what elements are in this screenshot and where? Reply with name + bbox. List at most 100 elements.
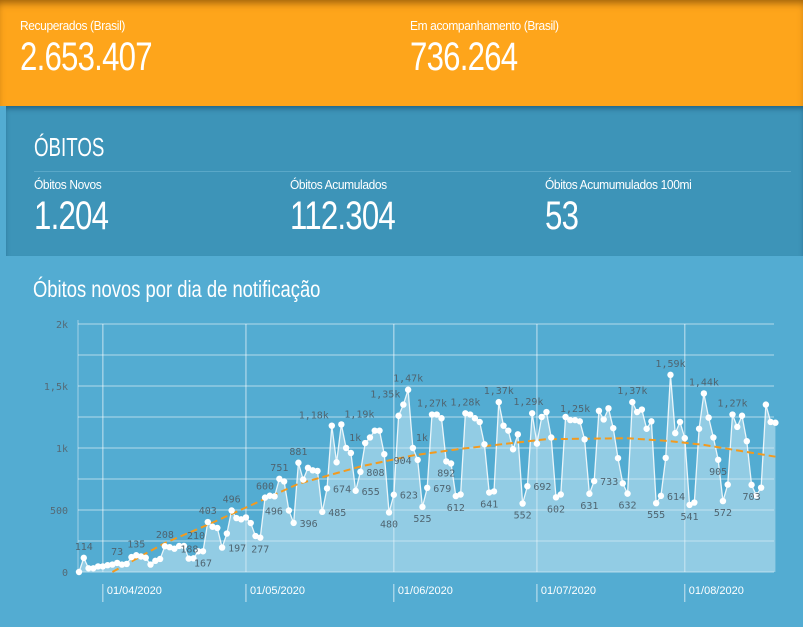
data-point (662, 454, 669, 462)
data-point (424, 484, 431, 492)
data-point (180, 542, 188, 550)
y-tick-label: 1,5k (44, 382, 68, 393)
data-point (443, 458, 450, 465)
data-point (648, 418, 655, 425)
data-label: 751 (270, 463, 288, 474)
data-label: 496 (265, 506, 283, 517)
data-point (218, 544, 226, 551)
data-point (147, 561, 154, 568)
data-point (228, 507, 235, 514)
monitoring-value: 736.264 (410, 35, 518, 79)
cumulative-deaths-label: Óbitos Acumulados (290, 177, 387, 192)
data-point (290, 519, 297, 527)
data-point (75, 568, 83, 576)
recovered-banner: Recuperados (Brasil) 2.653.407 Em acompa… (0, 0, 803, 106)
data-point (500, 422, 507, 429)
data-point (295, 459, 302, 466)
data-label: 403 (199, 506, 217, 517)
x-tick-label: 01/06/2020 (398, 585, 453, 597)
data-point (414, 456, 421, 464)
data-point (624, 490, 631, 497)
data-point (419, 503, 426, 511)
data-point (362, 439, 369, 447)
data-point (495, 398, 502, 406)
data-label: 396 (300, 519, 318, 530)
data-point (552, 494, 560, 501)
data-label: 1,35k (370, 390, 400, 401)
data-label: 733 (600, 477, 618, 488)
data-label: 552 (514, 511, 532, 522)
x-tick-label: 01/05/2020 (250, 585, 305, 597)
data-point (385, 509, 393, 516)
data-point (319, 508, 326, 516)
data-point (471, 415, 479, 422)
data-point (276, 475, 283, 483)
data-point (629, 398, 636, 406)
deaths-per100k-label: Óbitos Acumumulados 100mi (545, 177, 692, 192)
data-label: 114 (75, 542, 93, 553)
data-label: 1,28k (450, 397, 480, 408)
data-label: 1,27k (417, 399, 447, 410)
x-tick-label: 01/04/2020 (107, 585, 162, 597)
data-point (757, 484, 765, 491)
data-label: 197 (228, 544, 246, 555)
y-tick-label: 0 (62, 568, 68, 579)
data-point (185, 555, 192, 562)
data-label: 485 (328, 508, 346, 519)
data-point (509, 446, 517, 453)
data-point (338, 421, 345, 428)
data-point (457, 491, 464, 498)
data-point (447, 460, 455, 467)
chart-title: Óbitos novos por dia de notificação (33, 276, 321, 302)
data-point (242, 514, 250, 521)
data-label: 480 (380, 519, 398, 530)
data-label: 1,18k (299, 411, 329, 422)
data-point (562, 413, 569, 421)
data-point (309, 467, 316, 474)
data-point (223, 530, 231, 537)
data-point (738, 412, 746, 419)
y-tick-label: 1k (56, 444, 68, 455)
data-label: 631 (580, 501, 598, 512)
cumulative-deaths-value: 112.304 (290, 194, 396, 238)
data-point (514, 431, 522, 438)
x-tick-label: 01/07/2020 (541, 585, 596, 597)
data-point (505, 427, 512, 434)
data-point (142, 554, 149, 561)
data-label: 555 (647, 510, 665, 521)
data-point (686, 501, 693, 509)
data-point (614, 454, 622, 462)
data-point (214, 524, 221, 532)
data-point (409, 444, 417, 452)
data-point (342, 444, 350, 452)
data-point (352, 487, 359, 494)
data-point (204, 518, 211, 526)
data-point (94, 563, 102, 570)
data-point (638, 406, 646, 413)
data-label: 525 (413, 514, 431, 525)
data-label: 1,59k (655, 359, 685, 370)
data-point (700, 390, 708, 397)
data-label: 1,19k (344, 409, 374, 420)
data-point (605, 405, 612, 412)
monitoring-stat: Em acompanhamento (Brasil) 736.264 (410, 17, 572, 79)
recovered-label: Recuperados (Brasil) (20, 18, 125, 33)
data-point (610, 424, 617, 432)
data-point (676, 418, 684, 426)
deaths-per100k-stat: Óbitos Acumumulados 100mi 53 (545, 176, 704, 238)
data-label: 1,27k (717, 399, 747, 410)
data-label: 210 (187, 531, 205, 542)
data-point (681, 434, 688, 442)
data-point (190, 555, 197, 562)
data-point (576, 418, 584, 425)
data-point (762, 401, 770, 408)
data-point (567, 416, 574, 424)
data-label: 881 (289, 447, 307, 458)
data-label: 73 (111, 547, 123, 558)
data-label: 1,44k (689, 377, 719, 388)
data-label: 808 (366, 468, 384, 479)
data-point (543, 408, 550, 416)
data-point (123, 560, 130, 568)
data-point (691, 499, 698, 506)
data-label: 135 (127, 539, 145, 550)
